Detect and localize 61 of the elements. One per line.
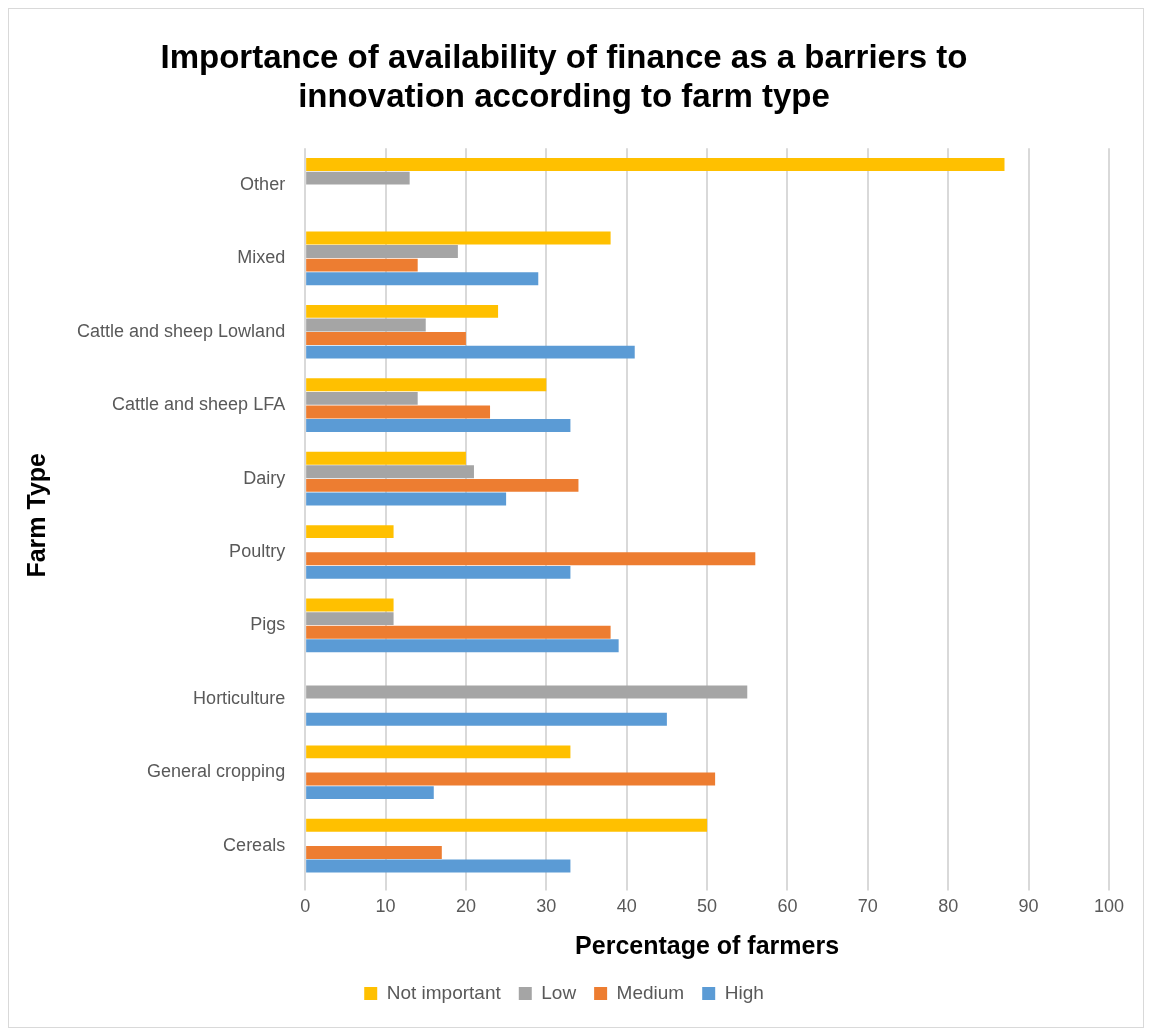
bar — [306, 846, 442, 859]
y-tick-label: General cropping — [147, 761, 286, 782]
y-tick-label: Mixed — [237, 247, 286, 268]
bar — [306, 818, 708, 832]
bar — [306, 419, 571, 432]
bar — [306, 772, 716, 786]
x-tick-label: 0 — [300, 896, 311, 917]
bar — [306, 451, 466, 465]
x-axis-title: Percentage of farmers — [575, 930, 840, 959]
x-tick-label: 100 — [1093, 896, 1125, 917]
bar — [306, 405, 491, 419]
x-tick-label: 10 — [375, 896, 396, 917]
legend-label: Low — [541, 981, 577, 1003]
bar — [306, 245, 458, 258]
bar — [306, 378, 547, 392]
bar — [306, 171, 410, 185]
x-tick-label: 40 — [616, 896, 637, 917]
x-tick-label: 60 — [777, 896, 798, 917]
x-tick-label: 30 — [536, 896, 557, 917]
y-tick-label: Other — [240, 173, 286, 194]
bar — [306, 612, 394, 626]
bar — [306, 258, 418, 272]
bar — [306, 712, 667, 726]
chart-title: Importance of availability of finance as a barriers to innovation according to farm type — [160, 37, 968, 115]
legend-label: Medium — [616, 981, 685, 1003]
x-tick-label: 80 — [938, 896, 959, 917]
bar — [306, 272, 539, 286]
x-tick-label: 90 — [1018, 896, 1039, 917]
bar — [306, 158, 1005, 171]
legend-label: High — [724, 981, 764, 1003]
legend-label: Not important — [386, 981, 502, 1003]
bar — [306, 304, 499, 318]
y-tick-label: Cattle and sheep Lowland — [77, 320, 286, 341]
bar — [306, 332, 466, 345]
y-axis-title: Farm Type — [21, 452, 50, 578]
bar — [306, 598, 394, 612]
bar — [306, 639, 619, 653]
bar — [306, 685, 748, 699]
y-tick-label: Horticulture — [193, 687, 286, 708]
bar — [306, 492, 507, 506]
y-tick-label: Dairy — [243, 467, 286, 488]
bar — [306, 465, 474, 479]
bar — [306, 745, 571, 759]
bar — [306, 625, 611, 639]
bar — [306, 859, 571, 873]
y-tick-label: Cereals — [223, 834, 286, 855]
bar — [306, 786, 434, 800]
bar — [306, 478, 579, 492]
bar — [306, 231, 611, 245]
y-tick-label: Pigs — [250, 614, 286, 635]
bar — [306, 391, 418, 405]
x-tick-label: 50 — [697, 896, 718, 917]
y-tick-label: Cattle and sheep LFA — [112, 394, 286, 415]
bar — [306, 525, 394, 539]
x-tick-label: 70 — [857, 896, 878, 917]
x-tick-label: 20 — [455, 896, 476, 917]
bar — [306, 345, 635, 359]
bar — [306, 318, 426, 332]
y-tick-label: Poultry — [229, 540, 286, 561]
bar — [306, 565, 571, 579]
bar — [306, 552, 756, 566]
